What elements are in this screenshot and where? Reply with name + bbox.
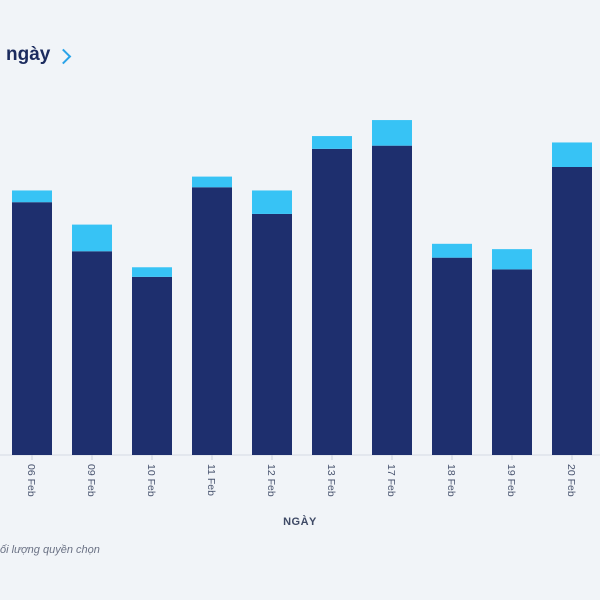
bar-segment-base-10-feb[interactable] — [132, 276, 172, 455]
x-tick-label: 11 Feb — [205, 464, 217, 496]
x-tick-label: 17 Feb — [385, 464, 397, 497]
bar-segment-base-12-feb[interactable] — [252, 213, 292, 455]
bar-segment-options-19-feb[interactable] — [492, 249, 532, 270]
x-tick-label: 06 Feb — [25, 464, 37, 497]
x-tick-label: 13 Feb — [325, 464, 337, 497]
chart-header[interactable]: ngày — [6, 44, 72, 66]
bar-segment-base-17-feb[interactable] — [372, 145, 412, 455]
bar-segment-base-11-feb[interactable] — [192, 187, 232, 455]
bar-segment-options-06-feb[interactable] — [12, 190, 52, 203]
bar-segment-base-09-feb[interactable] — [72, 251, 112, 455]
bar-segment-options-18-feb[interactable] — [432, 243, 472, 258]
x-tick-label: 19 Feb — [505, 464, 517, 497]
bar-segment-options-13-feb[interactable] — [312, 136, 352, 149]
bar-segment-base-20-feb[interactable] — [552, 167, 592, 455]
bar-segment-options-17-feb[interactable] — [372, 120, 412, 146]
chart-title: ngày — [6, 44, 51, 65]
x-tick-label: 09 Feb — [85, 464, 97, 497]
bar-segment-options-10-feb[interactable] — [132, 267, 172, 277]
bar-segment-options-11-feb[interactable] — [192, 176, 232, 188]
x-axis-label: NGÀY — [283, 516, 317, 528]
x-tick-label: 10 Feb — [145, 464, 157, 497]
bar-segment-base-19-feb[interactable] — [492, 269, 532, 455]
legend-label: ối lượng quyền chọn — [0, 544, 100, 556]
x-tick-label: 20 Feb — [565, 464, 577, 497]
bar-segment-base-13-feb[interactable] — [312, 148, 352, 455]
x-tick-label: 18 Feb — [445, 464, 457, 497]
x-tick-label: 12 Feb — [265, 464, 277, 497]
bar-segment-base-18-feb[interactable] — [432, 257, 472, 455]
bar-segment-options-12-feb[interactable] — [252, 190, 292, 214]
bar-segment-base-06-feb[interactable] — [12, 202, 52, 455]
bar-segment-options-09-feb[interactable] — [72, 224, 112, 252]
bar-segment-options-20-feb[interactable] — [552, 142, 592, 167]
